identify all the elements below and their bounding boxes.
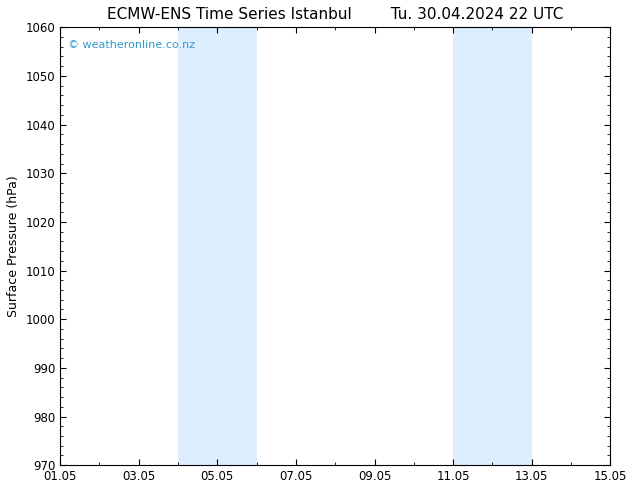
- Text: © weatheronline.co.nz: © weatheronline.co.nz: [68, 40, 195, 50]
- Title: ECMW-ENS Time Series Istanbul        Tu. 30.04.2024 22 UTC: ECMW-ENS Time Series Istanbul Tu. 30.04.…: [107, 7, 564, 22]
- Y-axis label: Surface Pressure (hPa): Surface Pressure (hPa): [7, 175, 20, 317]
- Bar: [453, 27, 532, 465]
- Bar: [178, 27, 257, 465]
